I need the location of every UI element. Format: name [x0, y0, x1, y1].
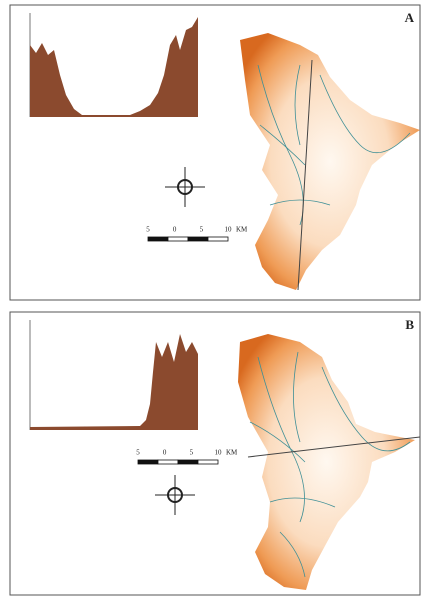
panel-label: A	[405, 10, 415, 25]
scale-unit: KM	[226, 449, 238, 457]
figure: A50510KMB50510KM	[0, 0, 427, 598]
elevation-profile	[30, 17, 198, 117]
scale-tick-label: 10	[225, 226, 233, 234]
scale-segment	[208, 237, 228, 241]
scale-tick-label: 5	[190, 449, 194, 457]
panel-label: B	[405, 317, 414, 332]
scale-tick-label: 5	[200, 226, 204, 234]
compass-cross	[165, 167, 205, 207]
scale-segment	[188, 237, 208, 241]
watershed-map	[240, 33, 420, 290]
scale-segment	[168, 237, 188, 241]
compass-cross	[155, 475, 195, 515]
scale-tick-label: 10	[215, 449, 223, 457]
page: {"panels": [ {"label": "A", "scale": {"t…	[0, 0, 427, 598]
scale-unit: KM	[236, 226, 248, 234]
scale-tick-label: 0	[163, 449, 167, 457]
watershed-map	[238, 334, 415, 590]
scale-segment	[158, 460, 178, 464]
scale-tick-label: 0	[173, 226, 177, 234]
scale-segment	[178, 460, 198, 464]
scale-segment	[138, 460, 158, 464]
scale-tick-label: 5	[146, 226, 150, 234]
scale-segment	[148, 237, 168, 241]
elevation-profile	[30, 334, 198, 430]
scale-segment	[198, 460, 218, 464]
scale-tick-label: 5	[136, 449, 140, 457]
